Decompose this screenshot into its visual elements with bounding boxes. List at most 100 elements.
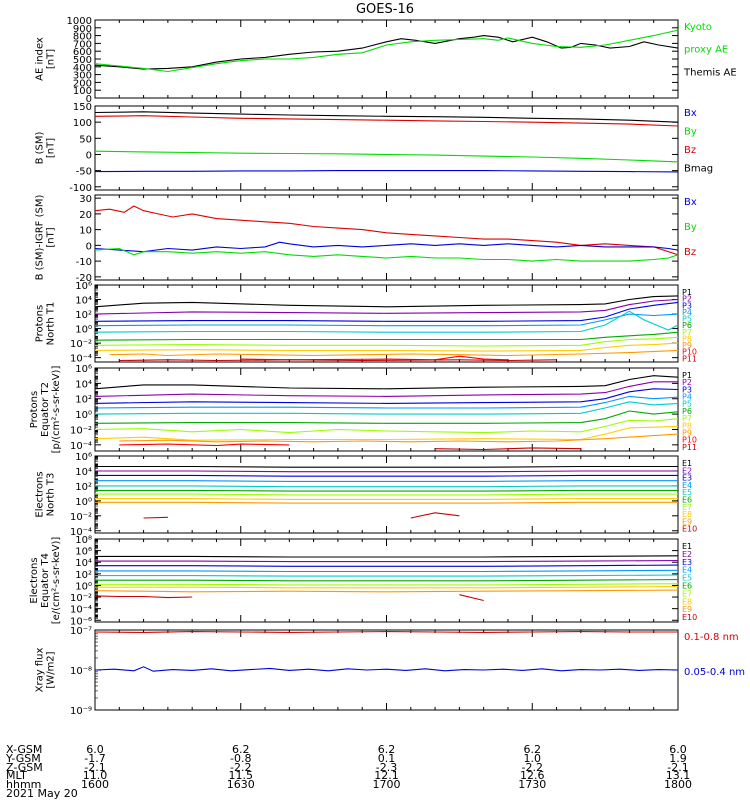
y-tick-label: 200 [73, 78, 92, 89]
ephemeris-row-hhmm: hhmm 1600 1630 1700 1730 1800 [6, 778, 692, 792]
plot-date: 2021 May 20 [6, 787, 78, 800]
series-line-p5 [94, 401, 679, 415]
series-line-bx [94, 170, 679, 173]
y-tick-label: 10² [75, 482, 92, 493]
y-tick-label: -10 [76, 257, 92, 268]
ephemeris-value: 6.0 [669, 743, 687, 756]
ephemeris-value: 1730 [518, 778, 547, 792]
series-line-p3 [94, 388, 679, 404]
legend-entry: P11 [682, 354, 697, 363]
series-line-e2 [95, 470, 678, 473]
y-tick-label: 10 [79, 226, 92, 237]
panel-pe: 10⁻⁴ 10⁻² 10⁰ 10² 10⁴ 10⁶ Protons Equator T2 [p/… [29, 364, 697, 453]
series-line-p6 [94, 410, 679, 424]
y-axis-label: [W/m2] [46, 651, 57, 688]
series-line-e6 [95, 489, 678, 492]
y-axis-label: Equator T2 [40, 382, 51, 437]
panel-bsm: -100 -50 0 50 100 150 B (SM) [nT] Bx By Bz Bmag [35, 102, 714, 194]
series-line-p7 [94, 418, 679, 434]
ephemeris-label: hhmm [6, 778, 42, 792]
legend-entry: E4 [682, 566, 692, 575]
legend-entry: P9 [682, 428, 692, 437]
y-tick-label: 500 [73, 55, 92, 66]
series-line-bmag [94, 111, 679, 123]
legend-entry: P6 [682, 407, 692, 416]
legend-entry: P6 [682, 321, 692, 330]
legend-entry: E5 [682, 574, 692, 583]
series-line-e2 [95, 559, 679, 563]
legend-entry: P10 [682, 348, 697, 357]
legend-entry: Bz [684, 145, 696, 156]
legend-entry: By [684, 222, 697, 233]
series-line-p8 [94, 425, 679, 441]
ephemeris-value: 13.1 [665, 769, 691, 783]
y-tick-label: 10⁶ [75, 452, 92, 463]
y-tick-label: 100 [73, 118, 92, 129]
ephemeris-value: -2.1 [84, 760, 106, 774]
y-tick-label: 10⁰ [75, 497, 92, 508]
y-tick-label: -20 [76, 273, 92, 284]
y-tick-label: 10⁻² [70, 593, 92, 604]
ephemeris-row-mlt: MLT 11.0 11.5 12.1 12.6 13.1 [6, 769, 690, 783]
panel-frame [94, 105, 679, 191]
legend-entry: proxy AE [684, 45, 728, 56]
series-line-p8 [94, 342, 679, 352]
legend-entry: P5 [682, 400, 692, 409]
series-line-bx [94, 241, 679, 253]
y-tick-label: 10⁻⁷ [70, 626, 92, 637]
y-axis-label: [e/(cm²-s-sr-keV)] [51, 537, 62, 625]
ephemeris-value: 11.0 [82, 769, 108, 783]
y-axis-label: North T3 [46, 473, 57, 517]
series-line-e10b [459, 594, 484, 602]
panel-bigrf: -20 -10 0 10 20 30 B (SM)-IGRF (SM) [nT] Bx By Bz [35, 194, 697, 284]
y-tick-label: 0 [86, 241, 92, 252]
legend-entry: 0.1-0.8 nm [684, 632, 739, 643]
series-line-kyoto-proxy-ae [94, 29, 679, 73]
ephemeris-row-z-gsm: Z-GSM -2.1 -2.2 -2.3 -2.2 -2.1 [6, 762, 689, 773]
series-line-e4 [95, 569, 679, 573]
legend-entry: P3 [682, 301, 692, 310]
ephemeris-value: 6.0 [86, 743, 104, 756]
ephemeris-value: 1700 [372, 778, 401, 792]
legend-entry: P4 [682, 308, 692, 317]
y-tick-label: 10⁻⁴ [70, 354, 92, 365]
series-line-by [94, 150, 679, 163]
legend-entry: P1 [682, 288, 692, 297]
y-tick-label: 150 [73, 102, 92, 113]
series-line-e1 [95, 465, 678, 468]
legend-entry: P11 [682, 443, 697, 452]
legend-entry: E10 [682, 613, 697, 622]
ephemeris-value: 12.1 [374, 769, 399, 783]
y-tick-label: -50 [76, 167, 92, 178]
series-line-e3 [95, 564, 679, 567]
ephemeris-value: 0.1 [377, 751, 396, 765]
legend-entry: P1 [682, 371, 692, 380]
y-axis-label: Protons [29, 391, 40, 428]
y-tick-label: 0 [86, 94, 92, 105]
y-tick-label: 400 [73, 63, 92, 74]
series-line-e10b [410, 512, 460, 519]
ephemeris-value: -2.1 [667, 760, 689, 774]
legend-entry: Bmag [684, 164, 713, 175]
series-line-e10a [94, 595, 193, 599]
y-tick-label: 600 [73, 47, 92, 58]
series-line-e1 [95, 555, 679, 558]
y-axis-label: North T1 [46, 302, 57, 346]
legend-entry: E2 [682, 550, 692, 559]
ephemeris-value: 1.0 [523, 751, 542, 765]
series-line-p1 [94, 375, 679, 390]
y-tick-label: 10⁰ [75, 581, 92, 592]
y-tick-label: 50 [79, 134, 92, 145]
ephemeris-row-y-gsm: Y-GSM -1.7 -0.8 0.1 1.0 1.9 [6, 753, 687, 764]
series-line-p3 [94, 301, 679, 322]
y-tick-label: 10⁻⁶ [70, 616, 92, 627]
y-tick-label: 10⁻⁴ [70, 441, 92, 452]
legend-entry: Kyoto [684, 22, 712, 33]
ephemeris-label: MLT [6, 769, 27, 783]
legend-entry: E5 [682, 488, 692, 497]
legend-entry: Bx [684, 197, 697, 208]
legend-entry: Bz [684, 247, 696, 258]
series-line-e8 [95, 586, 679, 589]
y-tick-label: 30 [79, 194, 92, 205]
